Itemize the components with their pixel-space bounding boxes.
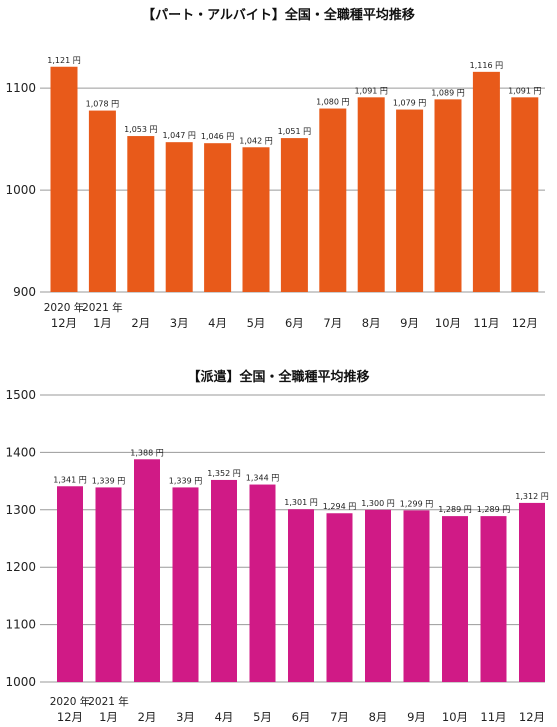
data-label: 1,344 円	[246, 474, 279, 483]
dispatch-wage-chart: 【派遣】全国・全職種平均推移 1000 1100 1200 1300 1400 1500 1…	[0, 362, 557, 727]
data-label: 1,388 円	[130, 448, 163, 457]
category-label: 4月	[215, 710, 234, 724]
year-label: 2020 年	[50, 695, 91, 708]
data-label: 1,053 円	[124, 125, 157, 134]
bar	[172, 487, 199, 682]
bar	[242, 147, 270, 292]
data-label: 1,089 円	[431, 88, 464, 97]
data-label: 1,121 円	[47, 56, 80, 65]
y-tick-label: 1100	[5, 618, 36, 632]
data-label: 1,047 円	[162, 131, 195, 140]
bar	[519, 502, 545, 682]
bar	[326, 513, 353, 682]
bar	[403, 510, 430, 682]
category-label: 7月	[330, 710, 349, 724]
category-label: 5月	[253, 710, 272, 724]
data-label: 1,080 円	[316, 98, 349, 107]
y-tick-label: 1300	[5, 503, 36, 517]
data-label: 1,299 円	[400, 499, 433, 508]
data-label: 1,051 円	[278, 127, 311, 136]
data-label: 1,301 円	[284, 498, 317, 507]
y-tick-label: 1400	[5, 445, 36, 459]
category-label: 10月	[442, 710, 468, 724]
data-label: 1,294 円	[323, 502, 356, 511]
year-label: 2021 年	[82, 301, 123, 314]
bar	[204, 143, 232, 292]
bar	[396, 109, 424, 292]
bar	[357, 97, 385, 292]
chart-title: 【派遣】全国・全職種平均推移	[187, 370, 370, 385]
bar	[288, 509, 314, 682]
y-tick-label: 1500	[5, 388, 36, 402]
data-label: 1,339 円	[169, 476, 202, 485]
category-label: 8月	[362, 316, 381, 330]
category-label: 8月	[369, 710, 388, 724]
bar	[57, 486, 83, 682]
category-label: 4月	[208, 316, 227, 330]
data-label: 1,312 円	[515, 492, 548, 501]
bar	[95, 487, 122, 682]
data-label: 1,300 円	[361, 499, 394, 508]
category-label: 6月	[285, 316, 304, 330]
data-label: 1,339 円	[92, 476, 125, 485]
category-label: 3月	[176, 710, 195, 724]
bar	[472, 71, 500, 292]
bar	[50, 66, 78, 292]
y-tick-label: 1000	[5, 183, 36, 197]
y-tick-label: 1000	[5, 675, 36, 689]
data-label: 1,078 円	[86, 100, 119, 109]
category-label: 11月	[480, 710, 506, 724]
category-label: 2月	[131, 316, 150, 330]
data-label: 1,341 円	[53, 475, 86, 484]
bar	[134, 459, 160, 682]
chart-title: 【パート・アルバイト】全国・全職種平均推移	[142, 8, 415, 23]
category-label: 3月	[170, 316, 189, 330]
bar	[511, 97, 539, 292]
bar	[434, 99, 462, 292]
category-label: 12月	[57, 710, 83, 724]
category-label: 12月	[519, 710, 545, 724]
category-label: 6月	[292, 710, 311, 724]
data-label: 1,046 円	[201, 132, 234, 141]
y-tick-label: 900	[13, 285, 36, 299]
bar	[127, 136, 155, 292]
y-tick-label: 1200	[5, 560, 36, 574]
bar	[480, 516, 507, 682]
data-label: 1,091 円	[508, 86, 541, 95]
category-label: 12月	[51, 316, 77, 330]
bar	[319, 108, 347, 293]
year-label: 2021 年	[88, 695, 129, 708]
category-label: 5月	[247, 316, 266, 330]
dispatch-wage-plot: 1000 1100 1200 1300 1400 1500 1,341 円 12月 1,339 …	[5, 388, 548, 724]
category-label: 11月	[473, 316, 499, 330]
data-label: 1,289 円	[477, 505, 510, 514]
part-time-wage-plot: 900 1000 1100 1,121 円 12月 1,078 円 1月 1,053 円 2月 1…	[5, 56, 545, 330]
bar	[442, 516, 468, 682]
bar	[88, 110, 116, 292]
data-label: 1,079 円	[393, 99, 426, 108]
category-label: 10月	[435, 316, 461, 330]
y-tick-label: 1100	[5, 81, 36, 95]
bar	[280, 138, 308, 292]
category-label: 9月	[407, 710, 426, 724]
bar	[365, 509, 391, 682]
bar	[165, 142, 193, 292]
data-label: 1,091 円	[354, 86, 387, 95]
data-label: 1,042 円	[239, 136, 272, 145]
part-time-wage-chart: 【パート・アルバイト】全国・全職種平均推移 900 1000 1100 1,121 円…	[0, 0, 557, 340]
category-label: 2月	[138, 710, 157, 724]
data-label: 1,116 円	[470, 61, 503, 70]
data-label: 1,289 円	[438, 505, 471, 514]
category-label: 1月	[99, 710, 118, 724]
data-label: 1,352 円	[207, 469, 240, 478]
year-label: 2020 年	[44, 301, 85, 314]
bar	[249, 484, 276, 682]
category-label: 7月	[323, 316, 342, 330]
bar	[211, 479, 237, 682]
category-label: 12月	[512, 316, 538, 330]
category-label: 9月	[400, 316, 419, 330]
category-label: 1月	[93, 316, 112, 330]
